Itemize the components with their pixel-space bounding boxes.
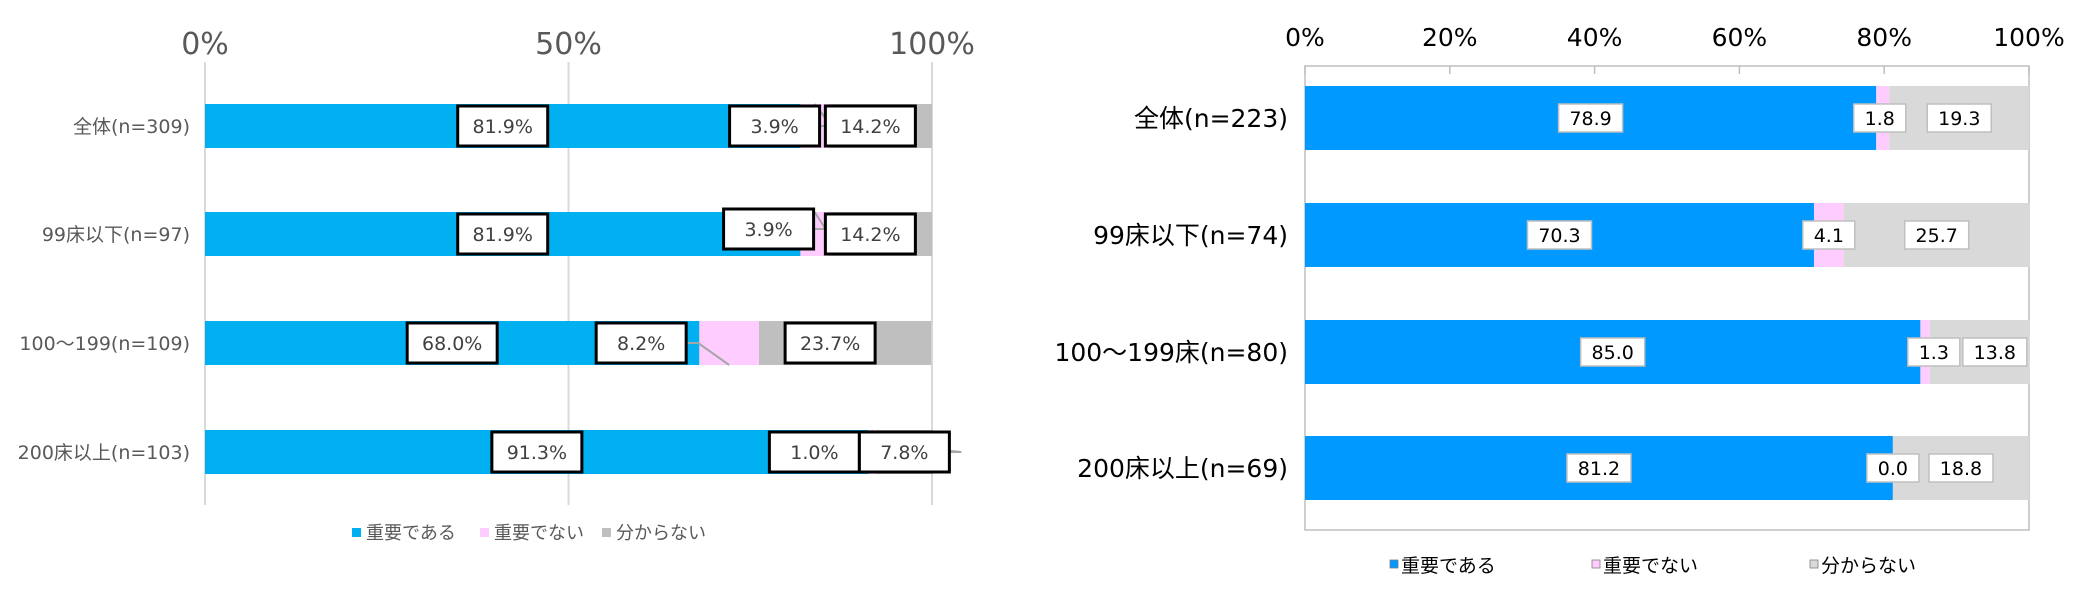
data-label-box (1557, 103, 1624, 133)
data-label: 1.8 (1865, 108, 1895, 130)
data-label-box (1802, 220, 1856, 250)
x-tick-label: 20% (1422, 23, 1478, 52)
data-label-box (1903, 220, 1970, 250)
data-label: 78.9 (1569, 108, 1611, 130)
data-label-box (1579, 337, 1646, 367)
legend-swatch (352, 528, 361, 537)
legend-label: 分からない (616, 523, 706, 544)
data-label: 13.8 (1974, 342, 2016, 364)
category-label: 99床以下(n=74) (1093, 221, 1288, 250)
legend-swatch (1809, 559, 1819, 569)
data-label-box (1853, 103, 1907, 133)
legend-swatch (602, 528, 611, 537)
data-label: 7.8% (880, 442, 928, 464)
data-label-box (405, 321, 499, 365)
legend-label: 重要である (366, 523, 456, 544)
legend-swatch (480, 528, 489, 537)
data-label: 81.9% (473, 224, 533, 246)
plot-frame (1304, 65, 2030, 531)
category-label: 100～199(n=109) (19, 333, 190, 355)
data-label-box (823, 212, 917, 256)
legend-swatch (1591, 559, 1601, 569)
category-label: 100～199床(n=80) (1054, 338, 1288, 367)
legend-label: 分からない (1821, 555, 1916, 577)
chart-right: 0% 20% 40% 60% 80% 100% 全体(n=223) 78.9 1.8 19.3 99… (1054, 23, 2064, 577)
legend-label: 重要でない (494, 523, 584, 544)
data-label: 91.3% (507, 442, 567, 464)
data-label: 70.3 (1538, 225, 1580, 247)
category-label: 200床以上(n=69) (1077, 454, 1288, 483)
data-label: 4.1 (1814, 225, 1844, 247)
data-label: 14.2% (840, 116, 900, 138)
data-label-box (456, 212, 550, 256)
data-label-box (1566, 453, 1632, 483)
x-tick-label: 100% (889, 27, 975, 62)
data-label: 25.7 (1916, 225, 1958, 247)
data-label-box (1907, 337, 1961, 367)
data-label: 18.8 (1940, 458, 1982, 480)
data-label: 1.0% (790, 442, 838, 464)
data-label: 3.9% (750, 116, 798, 138)
data-label-box (490, 430, 584, 474)
data-label-box (857, 430, 951, 474)
data-label: 85.0 (1592, 342, 1634, 364)
bar-not-important (699, 321, 759, 365)
data-label: 81.9% (473, 116, 533, 138)
x-tick-label: 50% (535, 27, 602, 62)
data-label-box (1962, 337, 2028, 367)
category-label: 200床以上(n=103) (18, 442, 190, 464)
x-tick-label: 0% (181, 27, 229, 62)
legend-swatch (1389, 559, 1399, 569)
data-label: 8.2% (617, 333, 665, 355)
legend-label: 重要でない (1603, 555, 1698, 577)
category-label: 99床以下(n=97) (42, 224, 190, 246)
legend-label: 重要である (1401, 555, 1496, 577)
chart-left: 0% 50% 100% 全体(n=309) 81.9% 3.9% 14.2% 99床以下(n=… (18, 27, 975, 544)
data-label: 14.2% (840, 224, 900, 246)
leader-line (686, 342, 730, 366)
category-label: 全体(n=223) (1134, 104, 1288, 133)
data-label: 0.0 (1878, 458, 1908, 480)
x-tick-label: 100% (1993, 23, 2064, 52)
data-label-box (728, 104, 822, 148)
data-label-box (456, 104, 550, 148)
x-tick-label: 40% (1567, 23, 1623, 52)
data-label-box (1928, 453, 1994, 483)
category-label: 全体(n=309) (73, 116, 190, 138)
data-label-box (1866, 453, 1920, 483)
data-label: 19.3 (1938, 108, 1980, 130)
data-label: 81.2 (1578, 458, 1620, 480)
data-label-box (1926, 103, 1993, 133)
data-label: 68.0% (422, 333, 482, 355)
x-tick-label: 60% (1712, 23, 1768, 52)
data-label-box (1526, 220, 1593, 250)
data-label: 3.9% (744, 219, 792, 241)
data-label-box (823, 104, 917, 148)
data-label: 1.3 (1919, 342, 1949, 364)
data-label-box (783, 321, 877, 365)
data-label-box (722, 207, 816, 251)
x-tick-label: 0% (1285, 23, 1325, 52)
x-tick-label: 80% (1856, 23, 1912, 52)
data-label-box (594, 321, 688, 365)
data-label: 23.7% (800, 333, 860, 355)
